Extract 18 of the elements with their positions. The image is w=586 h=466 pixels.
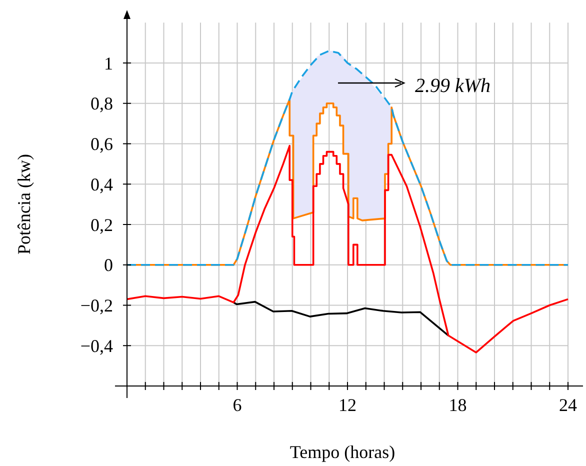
annotation: 2.99 kWh [415,75,491,97]
x-tick-label: 12 [338,395,356,415]
y-tick-label: 0,8 [90,94,113,114]
x-axis-title: Tempo (horas) [290,442,396,462]
y-tick-label: −0,2 [80,296,113,316]
x-tick-label: 24 [559,395,577,415]
x-tick-label: 18 [448,395,467,415]
line-series [126,144,569,354]
x-tick-label: 6 [232,395,242,415]
line-series [232,300,450,336]
y-tick-label: 1 [104,53,113,74]
y-axis-title: Potência (kw) [14,154,34,255]
y-tick-label: 0,4 [90,174,113,194]
y-tick-label: 0 [104,255,113,276]
y-tick-label: 0,2 [90,214,113,235]
y-tick-label: 0,6 [90,134,113,154]
line-series [126,50,569,266]
y-tick-label: −0,4 [80,336,113,356]
